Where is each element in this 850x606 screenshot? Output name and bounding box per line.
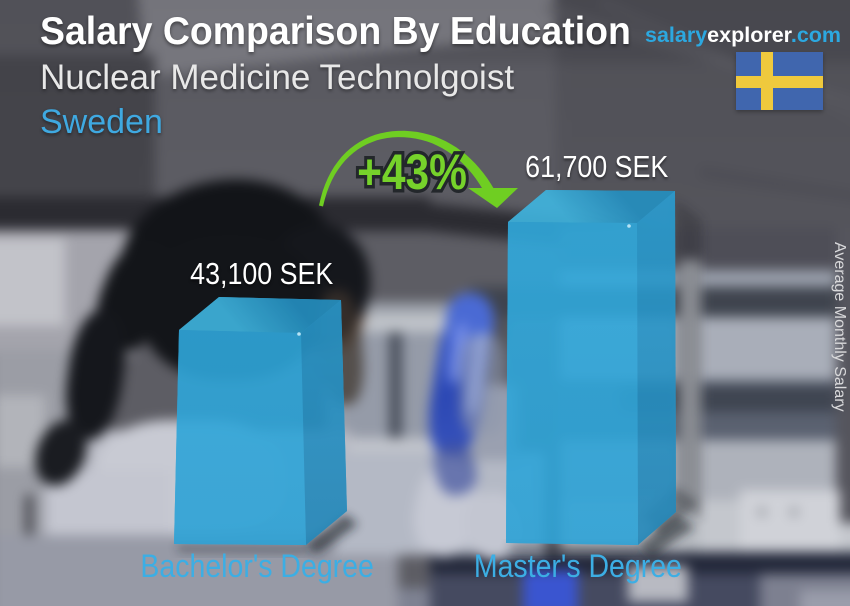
svg-text:+43%: +43% — [357, 144, 467, 200]
